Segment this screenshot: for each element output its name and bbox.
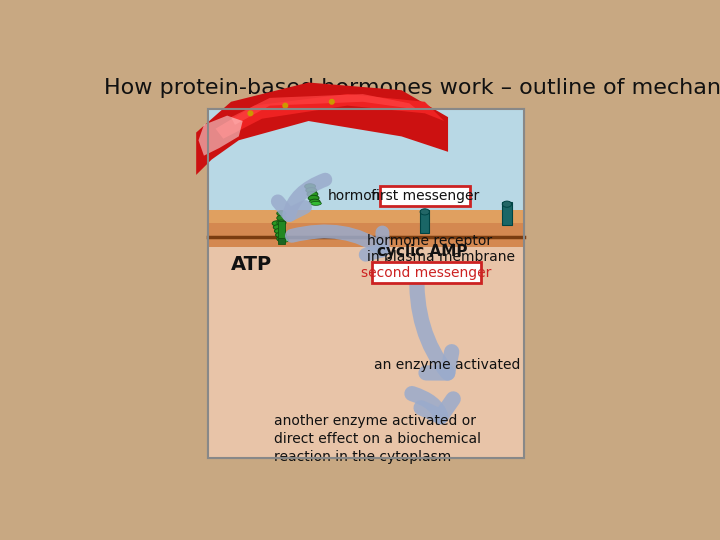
FancyArrowPatch shape xyxy=(278,180,325,215)
Text: another enzyme activated or
direct effect on a biochemical
reaction in the cytop: another enzyme activated or direct effec… xyxy=(274,414,481,464)
FancyArrowPatch shape xyxy=(417,270,451,373)
Polygon shape xyxy=(231,94,417,125)
Ellipse shape xyxy=(310,201,321,205)
Ellipse shape xyxy=(308,195,319,201)
Polygon shape xyxy=(215,94,444,139)
Bar xyxy=(503,202,512,225)
Bar xyxy=(208,110,524,457)
Ellipse shape xyxy=(276,220,286,225)
Ellipse shape xyxy=(274,225,284,230)
Text: ATP: ATP xyxy=(231,255,272,274)
Bar xyxy=(277,221,285,238)
Ellipse shape xyxy=(310,199,320,205)
Ellipse shape xyxy=(276,232,287,238)
Bar xyxy=(380,186,469,206)
Polygon shape xyxy=(196,83,448,175)
Text: an enzyme activated: an enzyme activated xyxy=(374,358,521,372)
Text: cyclic AMP: cyclic AMP xyxy=(377,245,467,259)
Ellipse shape xyxy=(276,211,286,216)
FancyArrowPatch shape xyxy=(292,232,383,255)
Circle shape xyxy=(283,103,287,108)
Bar xyxy=(279,238,284,244)
Text: How protein-based hormones work – outline of mechanism:: How protein-based hormones work – outlin… xyxy=(104,78,720,98)
Bar xyxy=(208,210,524,247)
Ellipse shape xyxy=(272,221,283,226)
Text: second messenger: second messenger xyxy=(361,266,492,280)
Circle shape xyxy=(330,99,334,104)
Text: hormone: hormone xyxy=(328,188,390,202)
Ellipse shape xyxy=(503,201,512,207)
Ellipse shape xyxy=(278,239,289,242)
Bar xyxy=(208,229,524,457)
Ellipse shape xyxy=(307,192,318,197)
Ellipse shape xyxy=(276,215,286,221)
Ellipse shape xyxy=(420,209,429,215)
Text: hormone receptor
in plasma membrane: hormone receptor in plasma membrane xyxy=(366,234,515,265)
Bar xyxy=(208,110,524,457)
Circle shape xyxy=(248,111,253,116)
Polygon shape xyxy=(199,116,243,156)
Text: first messenger: first messenger xyxy=(371,190,479,204)
Bar xyxy=(208,210,524,224)
Ellipse shape xyxy=(274,228,285,234)
Bar xyxy=(372,262,481,284)
FancyArrowPatch shape xyxy=(412,394,453,417)
Ellipse shape xyxy=(305,184,315,189)
Ellipse shape xyxy=(276,236,287,241)
Ellipse shape xyxy=(306,187,317,193)
Bar xyxy=(420,210,429,233)
Bar xyxy=(208,110,524,229)
